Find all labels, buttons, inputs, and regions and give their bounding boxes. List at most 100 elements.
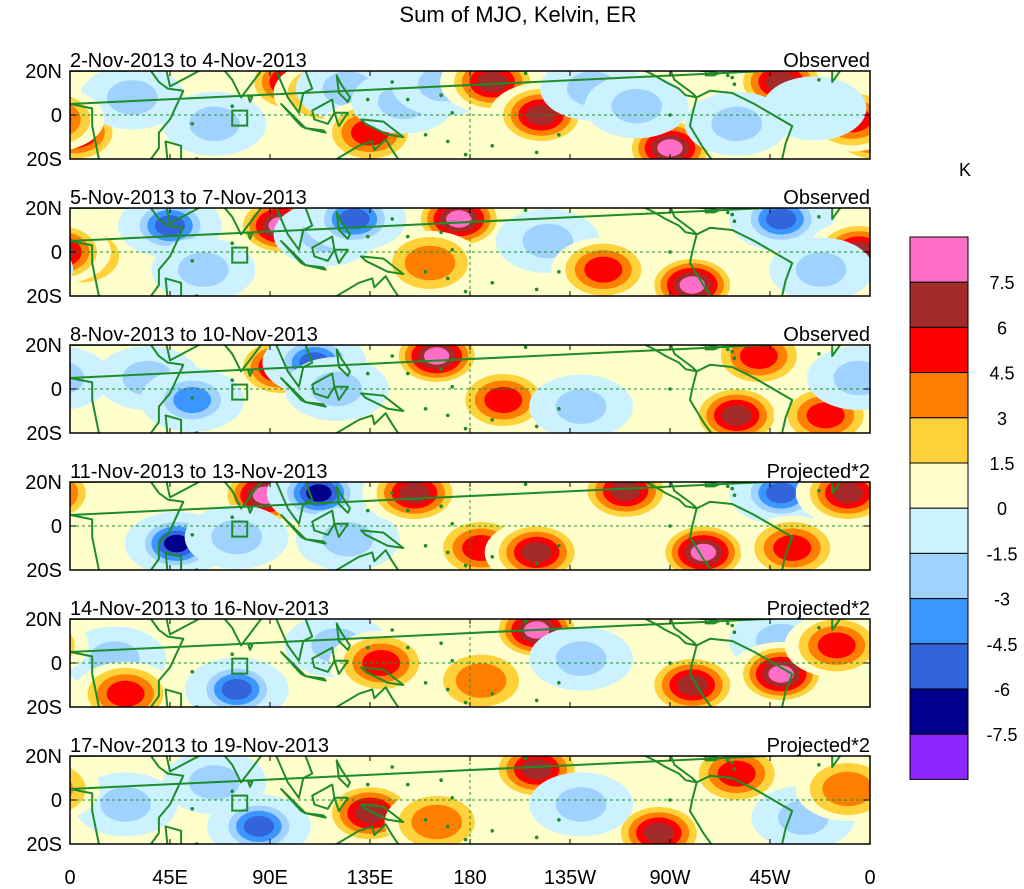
island bbox=[437, 299, 441, 303]
island bbox=[423, 270, 428, 274]
coastline bbox=[280, 377, 307, 404]
island bbox=[730, 760, 735, 765]
island bbox=[519, 341, 523, 345]
anomaly-blob bbox=[651, 520, 756, 570]
colorbar-tick-label: -7.5 bbox=[986, 725, 1017, 745]
coastline bbox=[280, 240, 307, 267]
island bbox=[390, 491, 395, 495]
anomaly-blob bbox=[484, 619, 589, 662]
reference-box bbox=[231, 109, 249, 127]
coastline bbox=[360, 255, 405, 275]
coastline bbox=[360, 392, 405, 412]
coastline bbox=[275, 345, 314, 388]
panel-type-label: Observed bbox=[783, 187, 870, 209]
island bbox=[405, 234, 410, 239]
anomaly-blob bbox=[640, 253, 745, 296]
island bbox=[405, 645, 410, 650]
island bbox=[817, 763, 821, 767]
colorbar-swatch bbox=[909, 281, 969, 328]
island bbox=[439, 230, 443, 234]
coastline bbox=[311, 509, 336, 536]
coastline bbox=[333, 111, 349, 127]
island bbox=[534, 287, 539, 292]
coastline bbox=[333, 248, 349, 264]
island bbox=[463, 563, 468, 568]
island bbox=[390, 80, 395, 84]
anomaly-field bbox=[70, 482, 870, 574]
island bbox=[439, 641, 443, 645]
latitude-label: 20N bbox=[25, 198, 62, 220]
latitude-label: 0 bbox=[51, 379, 62, 401]
anomaly-blob bbox=[295, 507, 400, 570]
island bbox=[190, 396, 195, 400]
coastline bbox=[704, 71, 720, 77]
longitude-label: 0 bbox=[64, 867, 75, 889]
latitude-label: 0 bbox=[51, 790, 62, 812]
anomaly-blob bbox=[384, 790, 489, 844]
island bbox=[463, 426, 468, 431]
anomaly-blob bbox=[80, 71, 185, 130]
latitude-label: 0 bbox=[51, 516, 62, 538]
island bbox=[732, 82, 737, 86]
island bbox=[519, 615, 523, 619]
coastline bbox=[333, 659, 349, 675]
latitude-label: 0 bbox=[51, 653, 62, 675]
island bbox=[390, 354, 395, 358]
coastline bbox=[164, 140, 183, 159]
coastline bbox=[335, 74, 351, 103]
panel-type-label: Projected*2 bbox=[767, 461, 870, 483]
island bbox=[479, 159, 483, 163]
longitude-label: 0 bbox=[864, 867, 875, 889]
island bbox=[690, 734, 694, 738]
island bbox=[230, 104, 235, 108]
island bbox=[405, 508, 410, 513]
island bbox=[390, 217, 395, 221]
island bbox=[450, 659, 455, 663]
island bbox=[523, 619, 528, 623]
coastline bbox=[333, 138, 400, 159]
coastline bbox=[704, 345, 720, 351]
island bbox=[230, 515, 235, 519]
coastline bbox=[164, 551, 183, 570]
panel-period-label: 5-Nov-2013 to 7-Nov-2013 bbox=[70, 187, 307, 209]
map-panel: 11-Nov-2013 to 13-Nov-2013 Projected*2 20N… bbox=[25, 461, 871, 582]
anomaly-field bbox=[70, 208, 870, 303]
coastline bbox=[360, 666, 405, 686]
anomaly-blob bbox=[684, 383, 789, 433]
island bbox=[437, 162, 441, 166]
coastline bbox=[696, 71, 707, 72]
island bbox=[534, 424, 539, 429]
panel-period-label: 8-Nov-2013 to 10-Nov-2013 bbox=[70, 324, 318, 346]
coastline bbox=[280, 514, 307, 541]
coastline bbox=[70, 345, 788, 433]
island bbox=[490, 692, 495, 696]
coastline bbox=[275, 619, 314, 662]
colorbar-swatch bbox=[909, 462, 969, 509]
island bbox=[437, 436, 441, 440]
latitude-label: 20N bbox=[25, 472, 62, 494]
latitude-label: 20N bbox=[25, 335, 62, 357]
island bbox=[439, 93, 443, 97]
coastline bbox=[275, 208, 314, 251]
colorbar: K 7.5 6 4.5 3 1.5 0 -1.5 -3 -4.5 -6 -7.5 bbox=[909, 160, 1018, 780]
coastline bbox=[333, 522, 349, 538]
colorbar-tick-label: -4.5 bbox=[986, 635, 1017, 655]
island bbox=[479, 570, 483, 574]
island bbox=[523, 208, 528, 212]
coastline bbox=[246, 231, 254, 240]
coastline bbox=[360, 803, 405, 823]
island bbox=[534, 835, 539, 840]
coastline bbox=[246, 94, 254, 103]
anomaly-blob bbox=[769, 237, 870, 296]
island bbox=[557, 544, 561, 548]
anomaly-blob bbox=[762, 76, 867, 141]
panel-period-label: 2-Nov-2013 to 4-Nov-2013 bbox=[70, 50, 307, 72]
coastline bbox=[311, 646, 336, 673]
coastline bbox=[164, 414, 183, 433]
island bbox=[519, 752, 523, 756]
island bbox=[230, 241, 235, 245]
island bbox=[523, 482, 528, 486]
colorbar-tick-label: 6 bbox=[997, 318, 1007, 338]
latitude-label: 20N bbox=[25, 609, 62, 631]
colorbar-swatch bbox=[909, 643, 969, 690]
